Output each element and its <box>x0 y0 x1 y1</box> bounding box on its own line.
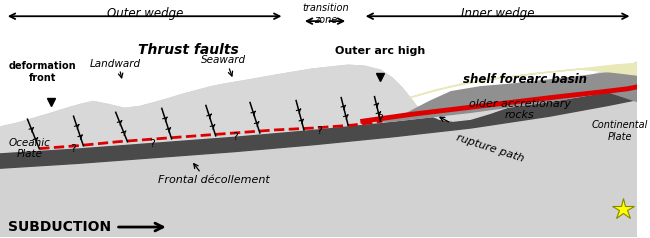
Text: Seaward: Seaward <box>201 55 246 65</box>
Polygon shape <box>0 86 637 168</box>
Text: shelf forearc basin: shelf forearc basin <box>463 74 586 86</box>
Text: Thrust faults: Thrust faults <box>138 43 239 57</box>
Text: Oceanic
Plate: Oceanic Plate <box>8 138 50 159</box>
Text: SUBDUCTION: SUBDUCTION <box>8 220 111 234</box>
Polygon shape <box>0 99 637 237</box>
Text: ?: ? <box>71 144 77 154</box>
Text: ?: ? <box>232 132 239 142</box>
Polygon shape <box>410 63 637 98</box>
Polygon shape <box>0 62 637 237</box>
Text: ?: ? <box>149 139 155 149</box>
Text: Outer wedge: Outer wedge <box>107 7 183 20</box>
Text: Landward: Landward <box>90 59 141 69</box>
Text: Inner wedge: Inner wedge <box>462 7 535 20</box>
Polygon shape <box>0 62 637 153</box>
Text: rupture path: rupture path <box>455 133 525 164</box>
Text: deformation
front: deformation front <box>8 61 76 83</box>
Text: transition
zone: transition zone <box>302 4 349 25</box>
Polygon shape <box>378 68 637 121</box>
Text: Continental
Plate: Continental Plate <box>592 120 648 142</box>
Text: older accretionary
rocks: older accretionary rocks <box>469 99 571 120</box>
Text: ?: ? <box>378 114 384 124</box>
Text: ?: ? <box>316 126 322 136</box>
Text: Frontal décollement: Frontal décollement <box>158 175 270 185</box>
Text: Outer arc high: Outer arc high <box>335 45 426 55</box>
